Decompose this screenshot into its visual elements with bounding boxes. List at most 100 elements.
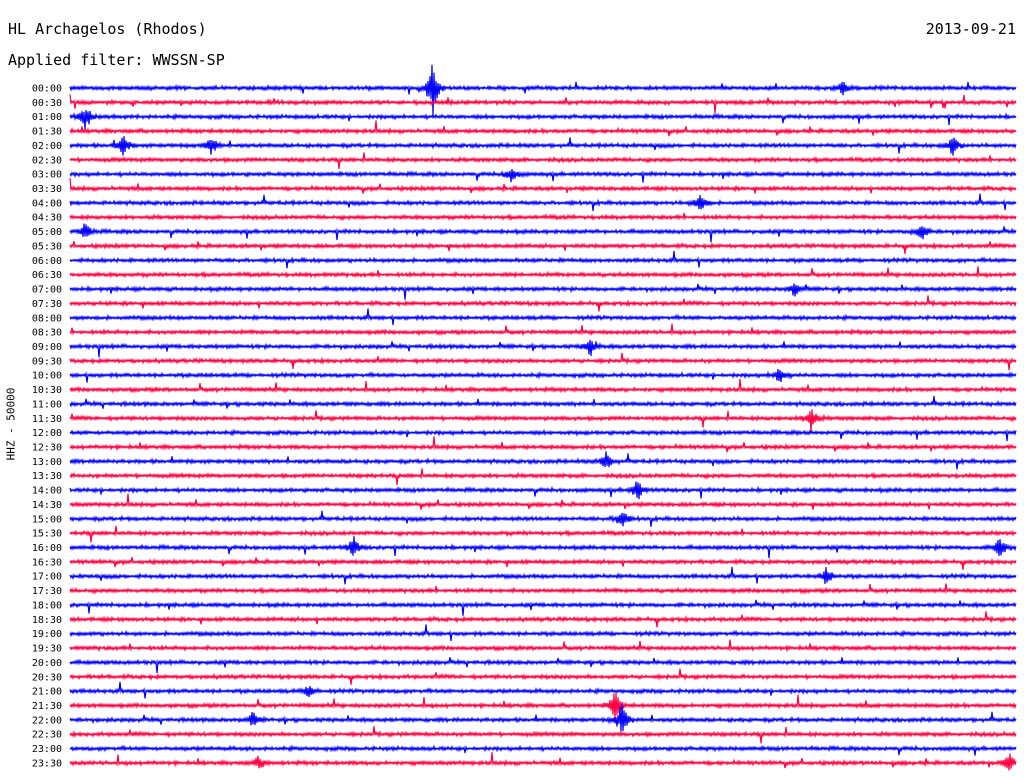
trace-row-2030 <box>69 668 1017 685</box>
trace-row-1730 <box>69 583 1017 595</box>
trace-row-0700 <box>69 283 1017 300</box>
row-time-label: 21:30 <box>32 701 62 712</box>
trace-row-0430 <box>69 212 1017 222</box>
trace-row-2200 <box>69 703 1017 732</box>
trace-row-1530 <box>69 525 1017 543</box>
row-time-label: 07:00 <box>32 285 62 296</box>
trace-row-1600 <box>69 536 1017 559</box>
row-time-label: 16:00 <box>32 543 62 554</box>
row-time-label: 20:00 <box>32 658 62 669</box>
row-time-label: 13:30 <box>32 471 62 482</box>
trace-row-1400 <box>69 481 1017 500</box>
trace-row-1000 <box>69 369 1017 383</box>
row-time-label: 05:00 <box>32 227 62 238</box>
row-time-label: 09:30 <box>32 356 62 367</box>
row-time-label: 14:30 <box>32 500 62 511</box>
row-time-label: 06:00 <box>32 256 62 267</box>
row-time-label: 02:30 <box>32 155 62 166</box>
trace-row-0230 <box>69 152 1017 170</box>
trace-row-1900 <box>69 624 1017 641</box>
row-time-label: 08:30 <box>32 328 62 339</box>
row-time-label: 10:00 <box>32 371 62 382</box>
row-time-label: 11:00 <box>32 399 62 410</box>
trace-row-0930 <box>69 352 1017 371</box>
trace-row-0300 <box>69 168 1017 183</box>
row-time-label: 09:00 <box>32 342 62 353</box>
row-time-label: 07:30 <box>32 299 62 310</box>
trace-lines <box>69 64 1017 771</box>
trace-row-0830 <box>69 323 1017 337</box>
trace-row-1100 <box>69 395 1017 409</box>
trace-row-0630 <box>69 266 1017 279</box>
row-time-label: 12:30 <box>32 443 62 454</box>
trace-row-2330 <box>69 752 1017 771</box>
trace-row-1930 <box>69 639 1017 653</box>
row-time-label: 17:30 <box>32 586 62 597</box>
row-time-label: 10:30 <box>32 385 62 396</box>
trace-row-2000 <box>69 657 1017 674</box>
row-time-label: 21:00 <box>32 687 62 698</box>
row-time-label: 23:00 <box>32 744 62 755</box>
row-time-label: 22:00 <box>32 715 62 726</box>
row-time-label: 00:30 <box>32 98 62 109</box>
row-time-label: 19:30 <box>32 644 62 655</box>
trace-row-1430 <box>69 493 1017 510</box>
trace-row-0330 <box>69 177 1017 194</box>
row-time-label: 20:30 <box>32 672 62 683</box>
row-time-label: 22:30 <box>32 730 62 741</box>
trace-row-1130 <box>69 409 1017 433</box>
row-time-label: 18:00 <box>32 600 62 611</box>
trace-row-0900 <box>69 339 1017 358</box>
row-time-label: 01:30 <box>32 127 62 138</box>
trace-row-0030 <box>69 94 1017 114</box>
row-time-label: 03:30 <box>32 184 62 195</box>
trace-row-2300 <box>69 744 1017 756</box>
row-time-label: 14:00 <box>32 486 62 497</box>
trace-row-2130 <box>69 693 1017 720</box>
trace-row-0200 <box>69 136 1017 156</box>
trace-row-0800 <box>69 308 1017 326</box>
trace-row-1200 <box>69 428 1017 442</box>
row-time-label: 00:00 <box>32 84 62 95</box>
row-time-label: 06:30 <box>32 270 62 281</box>
row-time-label: 23:30 <box>32 758 62 769</box>
row-time-label: 04:30 <box>32 213 62 224</box>
row-time-label: 13:00 <box>32 457 62 468</box>
trace-row-1500 <box>69 510 1017 527</box>
trace-row-1800 <box>69 599 1017 616</box>
trace-row-0100 <box>69 110 1017 130</box>
trace-row-2230 <box>69 726 1017 744</box>
trace-row-1230 <box>69 436 1017 453</box>
row-time-label: 15:30 <box>32 529 62 540</box>
row-time-label: 03:00 <box>32 170 62 181</box>
row-time-label: 05:30 <box>32 241 62 252</box>
station-title: HL Archagelos (Rhodos) <box>8 20 207 38</box>
row-time-label: 17:00 <box>32 572 62 583</box>
trace-row-2100 <box>69 681 1017 699</box>
row-time-label: 18:30 <box>32 615 62 626</box>
row-time-label: 01:00 <box>32 112 62 123</box>
date-label: 2013-09-21 <box>925 20 1016 38</box>
row-time-label: 19:00 <box>32 629 62 640</box>
row-time-label: 16:30 <box>32 557 62 568</box>
trace-row-0400 <box>69 193 1017 211</box>
trace-row-1630 <box>69 556 1017 570</box>
row-time-label: 12:00 <box>32 428 62 439</box>
row-time-label: 08:00 <box>32 313 62 324</box>
trace-row-0530 <box>69 240 1017 255</box>
trace-row-1030 <box>69 378 1017 394</box>
trace-row-1700 <box>69 566 1017 585</box>
trace-row-0730 <box>69 295 1017 312</box>
trace-row-1330 <box>69 468 1017 486</box>
trace-row-0500 <box>69 223 1017 243</box>
trace-row-0130 <box>69 120 1017 137</box>
trace-row-1830 <box>69 611 1017 628</box>
row-time-label: 04:00 <box>32 198 62 209</box>
row-labels: 00:00 00:30 01:00 01:30 02:00 02:30 03:00 03:30… <box>32 84 62 770</box>
trace-row-0000 <box>69 64 1017 117</box>
trace-row-1300 <box>69 451 1017 470</box>
row-time-label: 11:30 <box>32 414 62 425</box>
row-time-label: 15:00 <box>32 514 62 525</box>
filter-label: Applied filter: WWSSN-SP <box>8 51 225 69</box>
trace-row-0600 <box>69 250 1017 269</box>
